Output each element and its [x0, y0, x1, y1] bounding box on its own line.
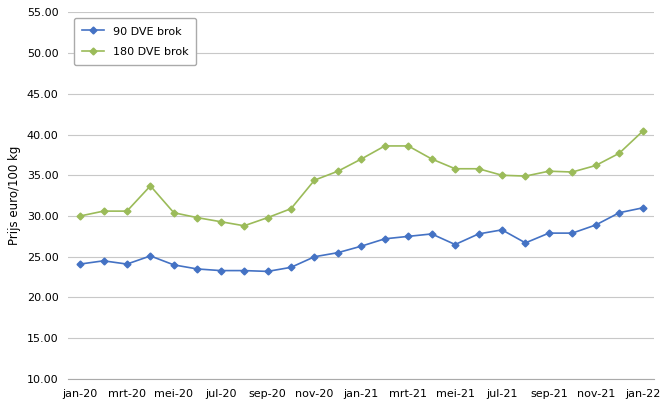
- 180 DVE brok: [240, 223, 248, 228]
- 90 DVE brok: [615, 210, 623, 215]
- 90 DVE brok: [592, 223, 600, 228]
- 180 DVE brok: [498, 173, 506, 178]
- 90 DVE brok: [123, 262, 131, 267]
- 180 DVE brok: [521, 174, 529, 179]
- 90 DVE brok: [521, 241, 529, 245]
- 180 DVE brok: [451, 166, 459, 171]
- 90 DVE brok: [216, 268, 224, 273]
- 180 DVE brok: [381, 144, 389, 149]
- Line: 180 DVE brok: 180 DVE brok: [78, 129, 645, 228]
- 90 DVE brok: [381, 236, 389, 241]
- Line: 90 DVE brok: 90 DVE brok: [78, 206, 645, 274]
- 90 DVE brok: [263, 269, 271, 274]
- 180 DVE brok: [427, 157, 436, 162]
- 180 DVE brok: [170, 210, 178, 215]
- 180 DVE brok: [310, 178, 318, 183]
- 90 DVE brok: [474, 232, 482, 236]
- 180 DVE brok: [76, 214, 84, 219]
- 90 DVE brok: [498, 228, 506, 232]
- 180 DVE brok: [100, 209, 108, 214]
- 180 DVE brok: [568, 170, 576, 175]
- 180 DVE brok: [216, 219, 224, 224]
- 180 DVE brok: [404, 144, 412, 149]
- 180 DVE brok: [615, 151, 623, 156]
- 180 DVE brok: [146, 184, 154, 188]
- 90 DVE brok: [545, 231, 553, 236]
- 90 DVE brok: [193, 267, 201, 271]
- 180 DVE brok: [263, 215, 271, 220]
- 180 DVE brok: [287, 206, 295, 211]
- 180 DVE brok: [357, 157, 365, 162]
- Y-axis label: Prijs euro/100 kg: Prijs euro/100 kg: [8, 146, 21, 245]
- 90 DVE brok: [334, 250, 342, 255]
- 180 DVE brok: [474, 166, 482, 171]
- 90 DVE brok: [310, 254, 318, 259]
- 90 DVE brok: [76, 262, 84, 267]
- 180 DVE brok: [123, 209, 131, 214]
- 90 DVE brok: [451, 242, 459, 247]
- 90 DVE brok: [357, 244, 365, 249]
- 180 DVE brok: [592, 163, 600, 168]
- 90 DVE brok: [287, 265, 295, 270]
- 90 DVE brok: [639, 206, 647, 210]
- 90 DVE brok: [146, 254, 154, 258]
- 90 DVE brok: [100, 258, 108, 263]
- 90 DVE brok: [404, 234, 412, 239]
- 90 DVE brok: [568, 231, 576, 236]
- 180 DVE brok: [334, 169, 342, 174]
- 90 DVE brok: [240, 268, 248, 273]
- 90 DVE brok: [427, 232, 436, 236]
- 180 DVE brok: [545, 169, 553, 174]
- 90 DVE brok: [170, 263, 178, 267]
- Legend: 90 DVE brok, 180 DVE brok: 90 DVE brok, 180 DVE brok: [74, 18, 196, 65]
- 180 DVE brok: [193, 215, 201, 220]
- 180 DVE brok: [639, 129, 647, 134]
